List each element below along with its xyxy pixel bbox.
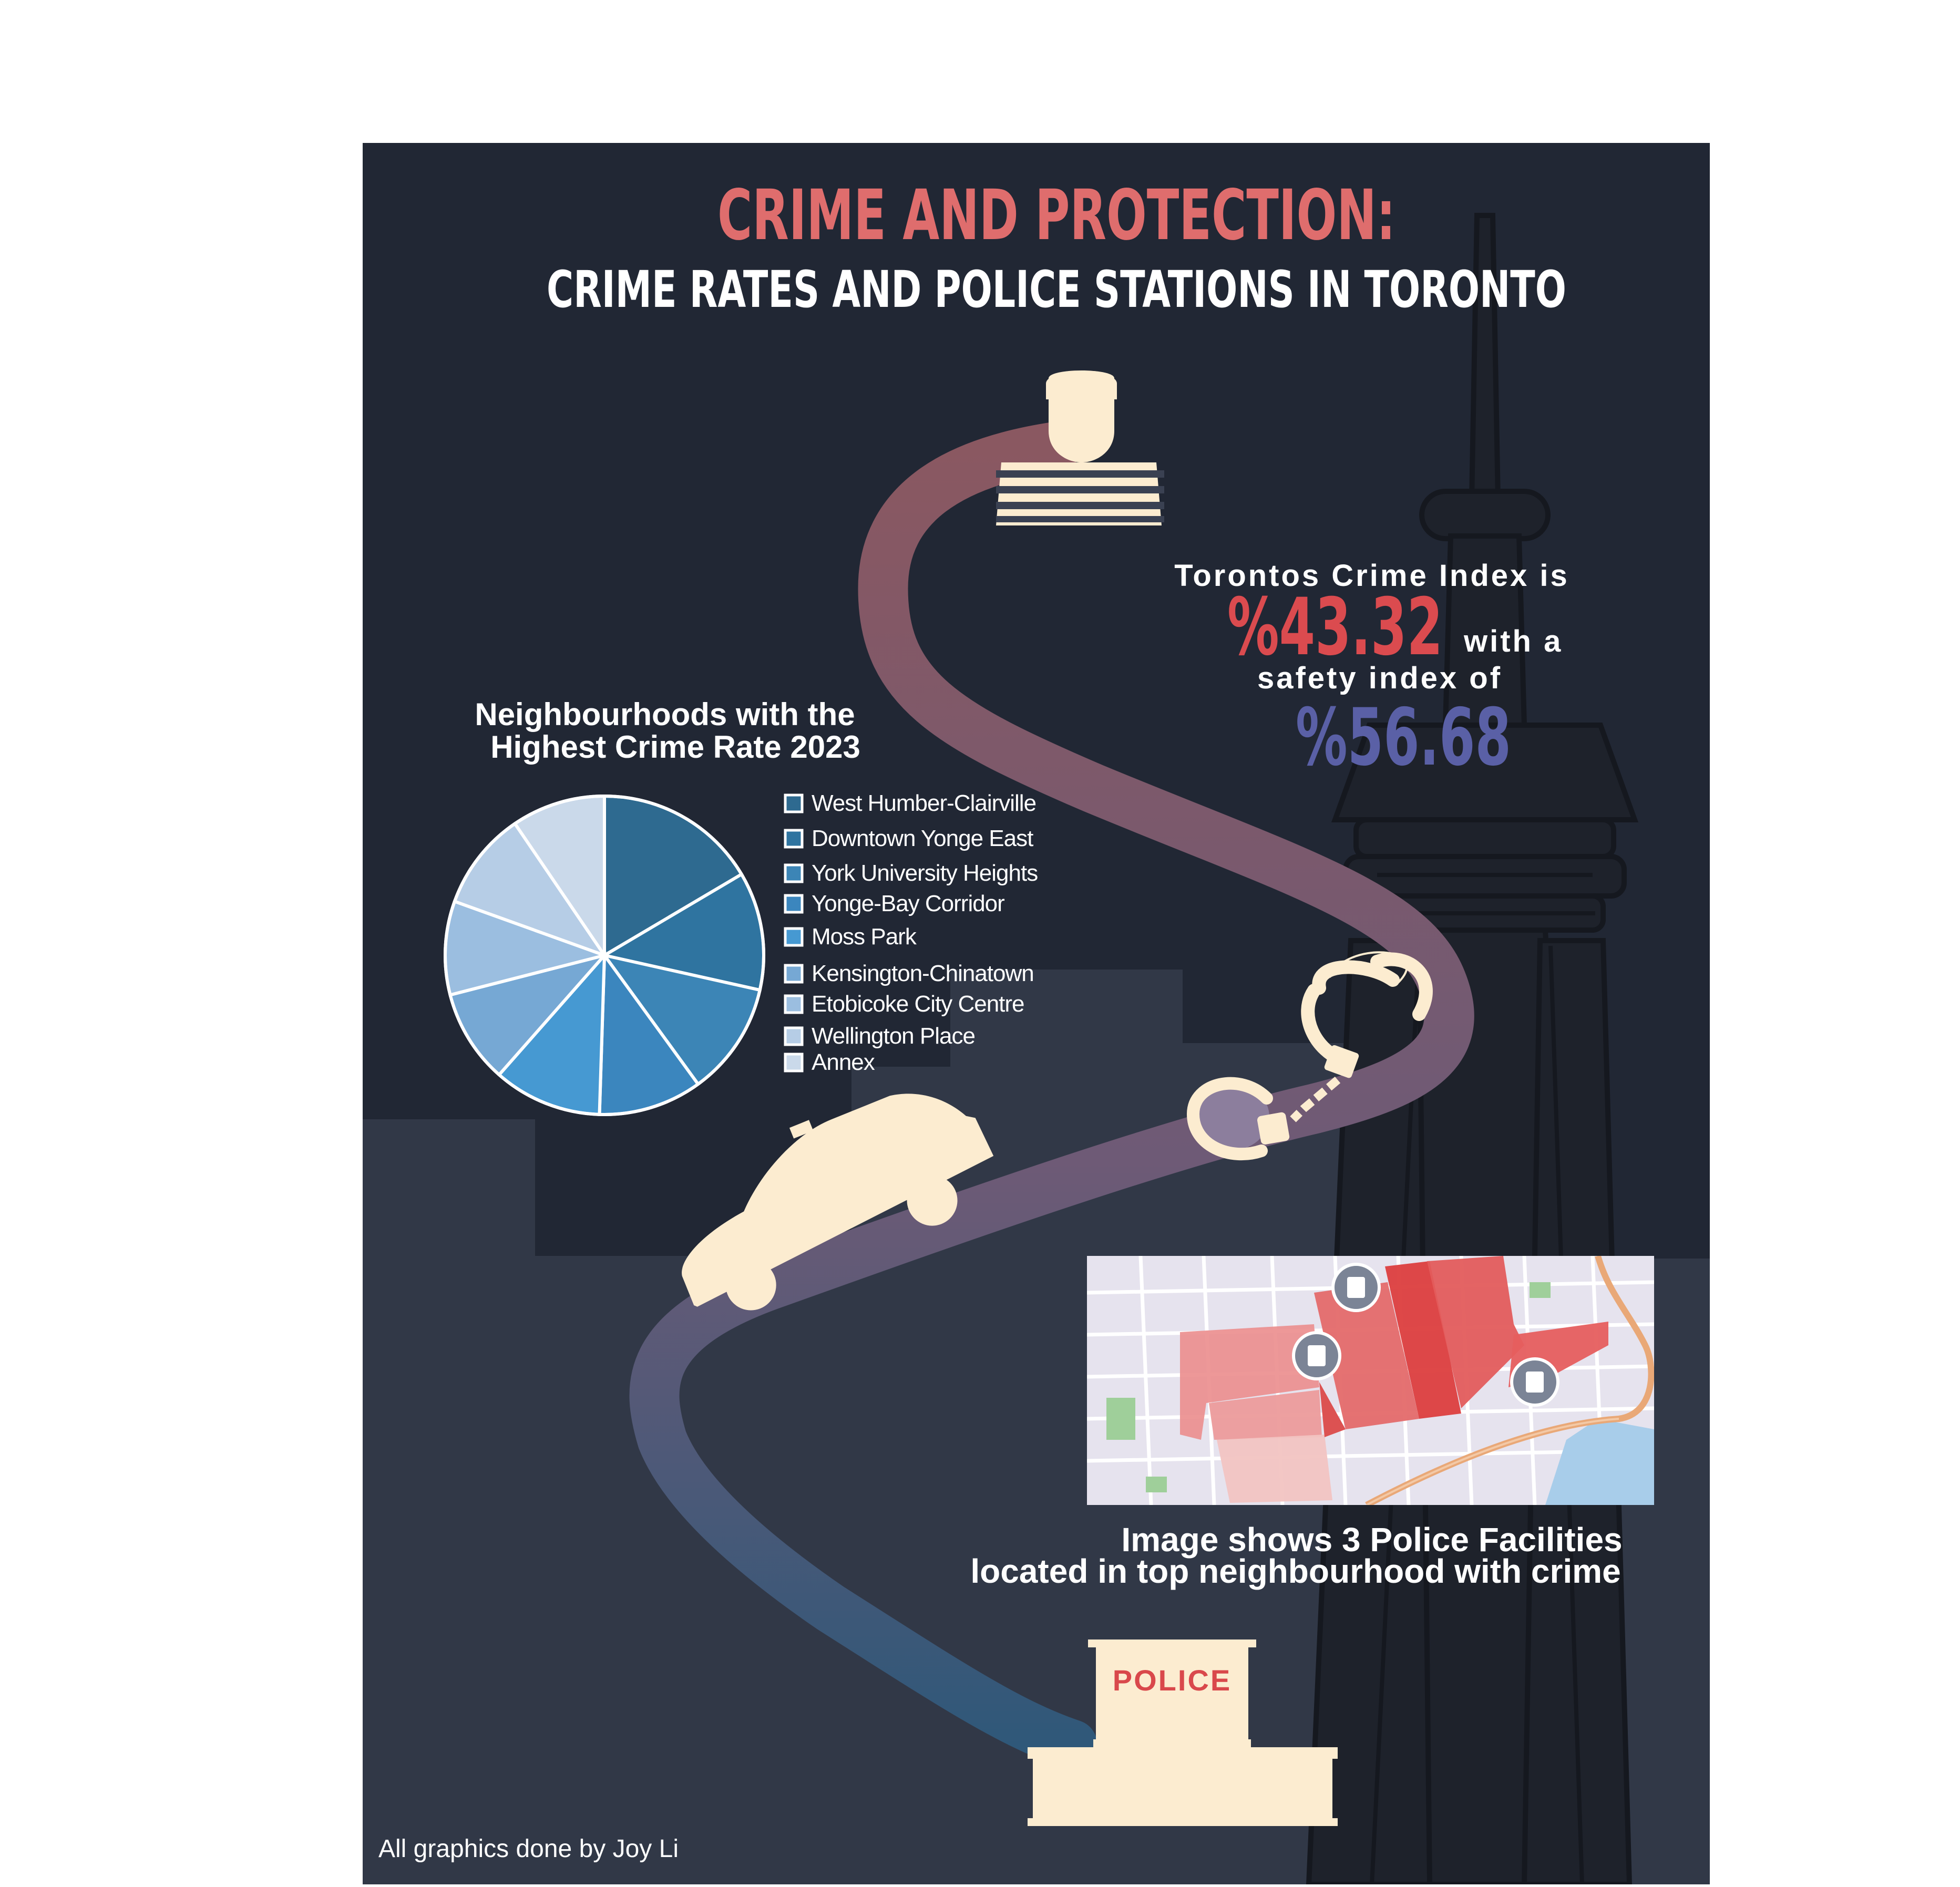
pie-outline	[444, 795, 765, 1116]
safety-index-value: %56.68	[1296, 692, 1511, 783]
legend-label: West Humber-Clairville	[812, 790, 1036, 816]
legend-swatch	[784, 829, 804, 849]
crime-map	[1087, 1256, 1654, 1505]
page-subtitle: CRIME RATES AND POLICE STATIONS IN TORON…	[547, 260, 1566, 319]
winding-path	[629, 421, 1474, 1770]
legend-swatch	[784, 1053, 804, 1073]
police-marker-icon	[1331, 1263, 1381, 1312]
legend-swatch	[784, 894, 804, 914]
chart-title-line2: Highest Crime Rate 2023	[490, 729, 860, 765]
legend-label: Wellington Place	[812, 1023, 975, 1049]
police-sign: POLICE	[1113, 1664, 1232, 1697]
map-caption-line2: located in top neighbourhood with crime	[970, 1552, 1620, 1590]
legend-label: Kensington-Chinatown	[812, 961, 1034, 986]
chart-title-line1: Neighbourhoods with the	[475, 697, 855, 732]
legend-label: Annex	[812, 1049, 875, 1075]
legend-swatch	[784, 994, 804, 1014]
legend-swatch	[784, 1026, 804, 1046]
pie-chart	[444, 794, 765, 1116]
legend-swatch	[784, 927, 804, 947]
police-marker-icon	[1292, 1331, 1341, 1380]
legend-label: Downtown Yonge East	[812, 826, 1033, 851]
credit-text: All graphics done by Joy Li	[378, 1835, 679, 1863]
pie-legend: West Humber-Clairville Downtown Yonge Eas…	[784, 790, 1038, 1075]
legend-label: York University Heights	[812, 860, 1038, 886]
legend-swatch	[784, 793, 804, 813]
safety-index-label: safety index of	[1257, 661, 1502, 695]
car-icon	[682, 1094, 994, 1311]
police-marker-icon	[1510, 1357, 1559, 1407]
crime-index-value: %43.32	[1227, 582, 1443, 673]
page-title: CRIME AND PROTECTION:	[717, 175, 1395, 256]
police-station-icon	[1028, 1639, 1338, 1826]
crime-index-label: Torontos Crime Index is	[1174, 559, 1569, 593]
map-caption-line1: Image shows 3 Police Facilities	[1121, 1521, 1622, 1559]
legend-label: Moss Park	[812, 924, 917, 950]
legend-label: Yonge-Bay Corridor	[812, 891, 1004, 916]
legend-swatch	[784, 964, 804, 984]
legend-label: Etobicoke City Centre	[812, 991, 1024, 1017]
handcuffs-icon	[1186, 951, 1433, 1161]
legend-swatch	[784, 863, 804, 883]
prisoner-icon	[996, 370, 1164, 525]
with-a-label: with a	[1463, 624, 1563, 658]
